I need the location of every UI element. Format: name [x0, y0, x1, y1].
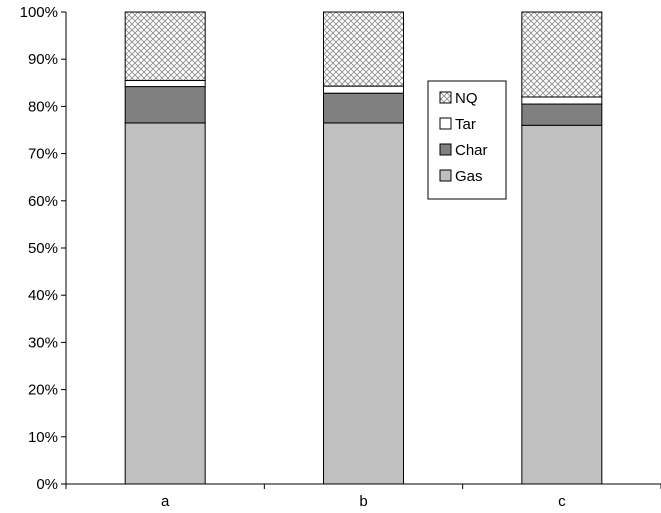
bar-segment-gas-b — [323, 122, 404, 485]
y-tick-label: 30% — [28, 334, 58, 351]
bar-segment-gas-c — [521, 124, 603, 485]
legend-label-gas: Gas — [455, 168, 483, 185]
bar-segment-char-b — [323, 92, 404, 124]
bar-segment-nq-a — [124, 11, 206, 81]
y-tick-label: 20% — [28, 382, 58, 399]
bar-segment-gas-a — [124, 122, 206, 485]
legend: NQ Tar Char Gas — [427, 80, 507, 200]
y-tick-label: 70% — [28, 146, 58, 163]
axes-group: 0% 10% 20% 30% 40% 50% 60% 70% 80% 90% 100% a b c — [20, 4, 661, 510]
y-tick-label: 50% — [28, 240, 58, 257]
y-tick-label: 100% — [20, 4, 58, 21]
y-tick-label: 80% — [28, 98, 58, 115]
legend-swatch-gas — [439, 169, 452, 182]
legend-label-nq: NQ — [455, 90, 478, 107]
x-category-label: a — [161, 493, 170, 510]
y-tick-label: 0% — [36, 476, 58, 493]
legend-label-tar: Tar — [455, 116, 476, 133]
bars-group — [124, 11, 603, 485]
bar-segment-tar-a — [124, 79, 206, 88]
bar-segment-tar-c — [521, 96, 603, 105]
x-category-label: b — [359, 493, 367, 510]
y-tick-label: 90% — [28, 51, 58, 68]
legend-swatch-char — [439, 143, 452, 156]
bar-segment-tar-b — [323, 85, 404, 94]
legend-swatch-nq — [439, 91, 452, 104]
bar-segment-nq-b — [323, 11, 404, 87]
x-category-label: c — [558, 493, 566, 510]
y-tick-label: 10% — [28, 429, 58, 446]
y-tick-label: 60% — [28, 193, 58, 210]
y-tick-label: 40% — [28, 287, 58, 304]
legend-label-char: Char — [455, 142, 488, 159]
legend-swatch-tar — [439, 117, 452, 130]
bar-segment-char-a — [124, 86, 206, 124]
bar-segment-nq-c — [521, 11, 603, 98]
bar-segment-char-c — [521, 103, 603, 126]
